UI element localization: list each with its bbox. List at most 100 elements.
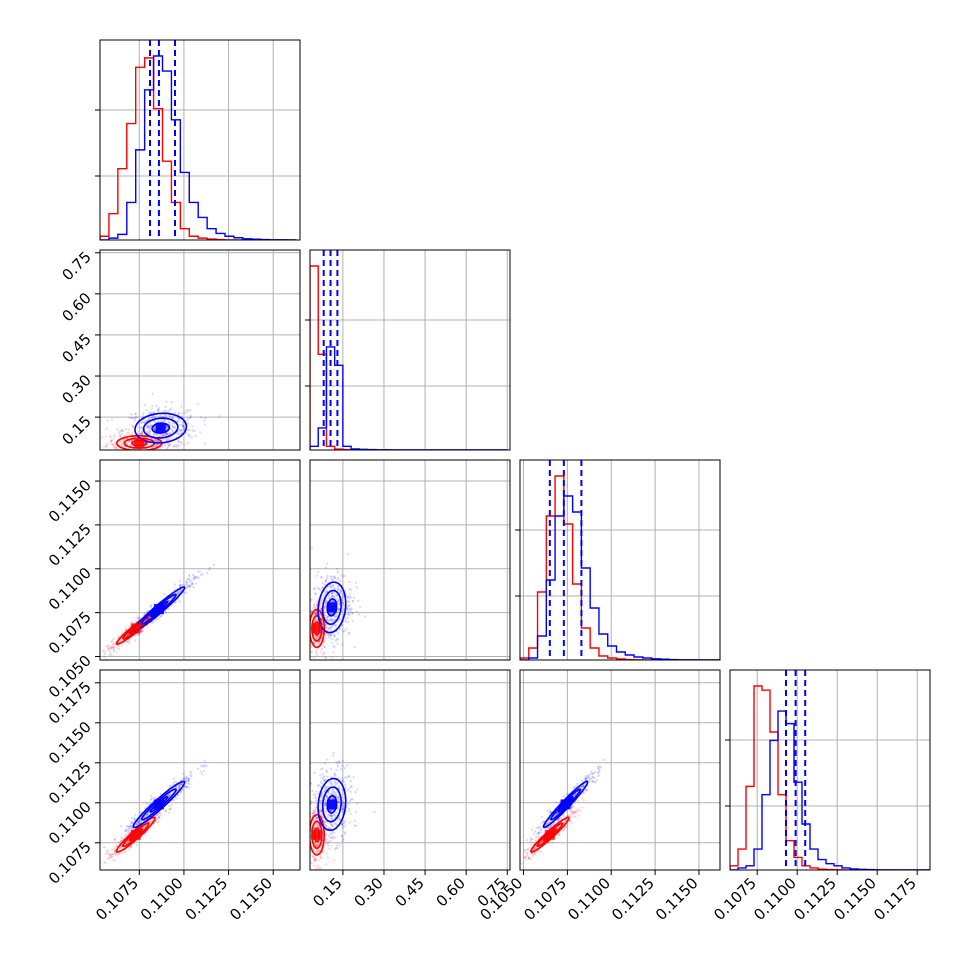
scatter-point-blue [333,618,336,622]
scatter-point-blue [188,435,191,438]
scatter-point-red [115,651,118,654]
scatter-point-blue [320,663,322,665]
scatter-point-red [317,640,321,643]
scatter-point-red [564,825,568,828]
panel-frame [309,249,511,451]
scatter-point-red [326,842,329,845]
scatter-point-blue [574,792,577,795]
scatter-point-blue [129,824,132,828]
scatter-point-blue [128,826,131,830]
scatter-point-blue [132,817,135,820]
panel-frame [99,249,301,451]
scatter-point-blue [333,634,337,637]
scatter-point-red [127,431,130,434]
scatter-point-blue [332,837,335,840]
scatter-point-red [158,435,161,438]
scatter-point-blue [347,600,351,604]
scatter-point-red [317,662,319,664]
scatter-point-red [307,626,309,628]
scatter-content [100,392,221,458]
scatter-point-blue [338,617,341,621]
scatter-point-red [312,857,315,860]
scatter-point-blue [337,600,340,603]
scatter-point-blue [323,604,327,608]
scatter-point-blue [135,450,137,452]
scatter-point-blue [350,588,353,591]
scatter-point-red [523,856,527,859]
scatter-point-blue [154,439,158,442]
scatter-point-red [137,429,140,433]
scatter-point-blue [166,432,169,436]
scatter-point-red [573,811,576,815]
scatter-point-red [310,598,314,601]
scatter-point-blue [138,819,142,822]
scatter-point-blue [585,774,588,778]
scatter-point-red [312,860,316,863]
panel-frame [99,459,301,661]
scatter-point-blue [330,626,333,629]
x-tick-label: 0.1075 [520,874,570,924]
scatter-point-red [143,612,146,616]
scatter-point-blue [324,820,327,823]
scatter-point-red [312,604,316,607]
scatter-point-blue [125,829,128,833]
scatter-point-blue [347,803,350,806]
scatter-point-red [313,602,316,606]
scatter-point-red [317,843,320,846]
scatter-point-blue [180,431,183,434]
scatter-point-blue [212,563,216,566]
scatter-point-blue [138,818,141,821]
scatter-point-blue [332,633,335,637]
scatter-point-blue [603,758,606,762]
scatter-point-red [159,812,162,815]
scatter-panel-3-4 [519,669,721,871]
scatter-point-blue [193,576,196,579]
x-tick-label: 0.1075 [710,874,760,924]
scatter-point-blue [314,815,317,818]
scatter-point-blue [310,599,313,602]
scatter-point-blue [341,630,344,633]
scatter-point-red [168,443,172,446]
contour-blue [140,593,177,625]
scatter-point-red [110,855,113,858]
scatter-point-blue [183,785,186,788]
scatter-point-red [570,822,573,825]
scatter-point-red [140,432,144,435]
scatter-point-red [162,434,165,437]
scatter-point-blue [187,417,190,420]
scatter-point-blue [314,799,318,802]
scatter-point-blue [320,575,323,579]
scatter-point-blue [179,429,183,432]
scatter-point-red [581,806,584,809]
histogram-content [100,40,297,240]
scatter-point-blue [148,427,151,430]
scatter-point-red [314,817,318,820]
scatter-point-red [148,442,151,445]
scatter-point-red [175,456,177,458]
scatter-point-blue [597,771,600,774]
scatter-point-blue [320,576,323,579]
scatter-point-red [317,843,320,846]
scatter-point-blue [313,587,316,590]
scatter-point-red [105,850,108,853]
scatter-point-red [110,853,113,857]
scatter-point-red [117,852,120,855]
scatter-point-blue [327,785,330,789]
scatter-point-blue [340,573,343,576]
scatter-point-blue [173,426,176,429]
scatter-point-red [305,641,307,643]
scatter-point-red [109,435,112,438]
scatter-point-blue [333,772,336,775]
scatter-point-red [113,849,116,852]
scatter-point-blue [556,812,559,815]
scatter-point-red [107,857,111,860]
scatter-point-blue [180,791,183,794]
scatter-point-blue [150,797,153,800]
scatter-point-red [571,810,575,813]
scatter-point-blue [163,419,166,422]
scatter-point-blue [328,793,332,796]
scatter-point-blue [131,424,134,427]
scatter-point-blue [314,796,318,799]
scatter-point-blue [127,825,130,828]
scatter-point-blue [347,612,351,615]
